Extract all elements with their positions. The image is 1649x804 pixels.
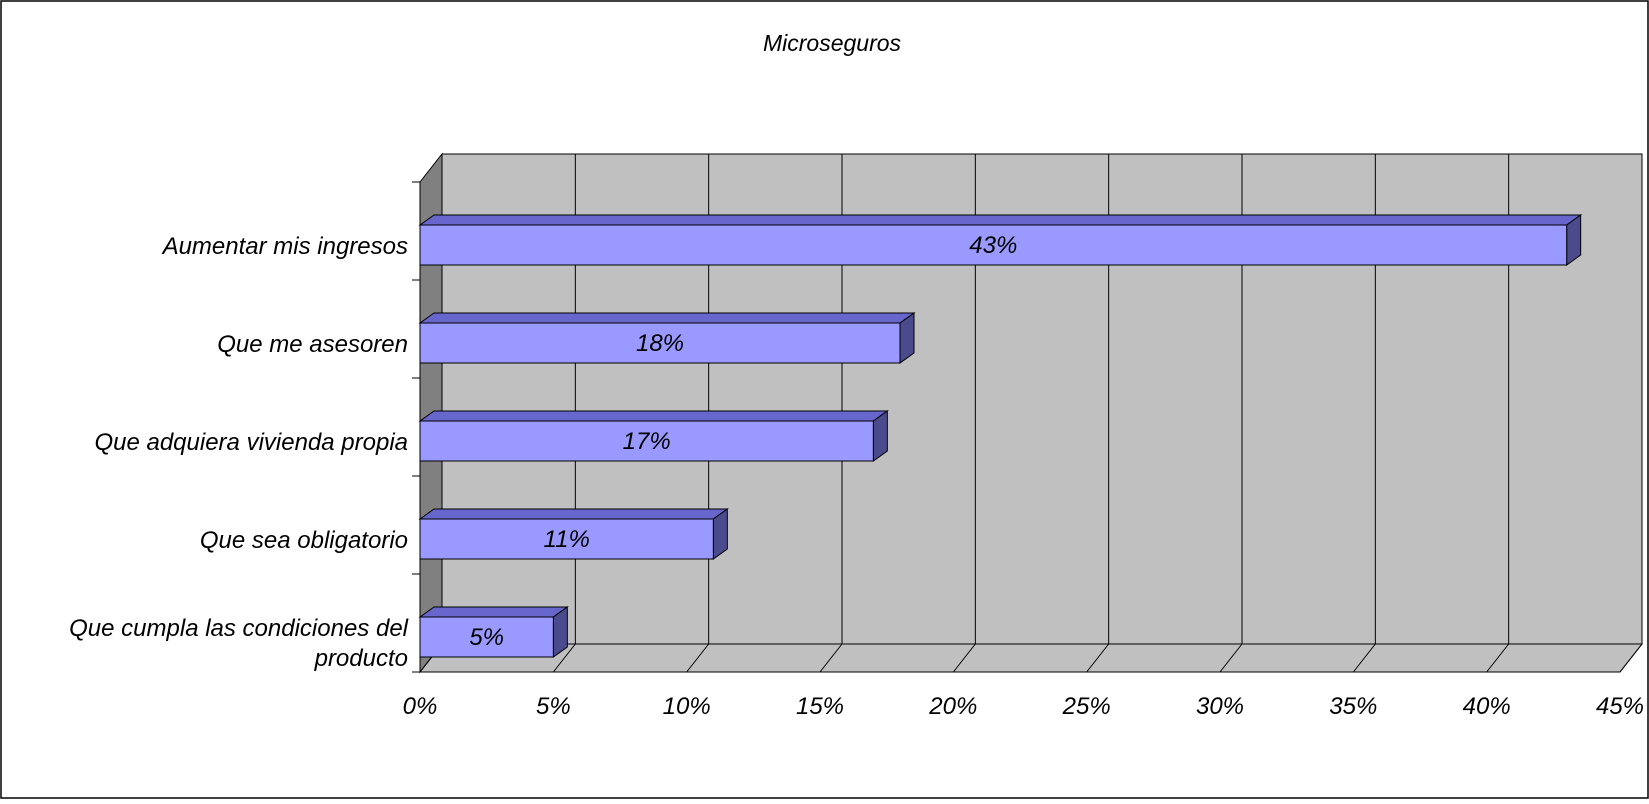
y-category-label: Que me asesoren xyxy=(217,331,408,358)
data-label: 5% xyxy=(469,624,504,651)
chart-title: Microseguros xyxy=(763,30,902,56)
y-category-label: Que adquiera vivienda propia xyxy=(94,429,408,456)
plot-floor xyxy=(420,644,1642,672)
y-category-label: Que cumpla las condiciones del xyxy=(69,615,409,642)
data-label: 43% xyxy=(969,232,1017,259)
data-label: 11% xyxy=(544,526,590,553)
y-category-label: producto xyxy=(314,645,408,672)
x-tick-label: 15% xyxy=(796,693,844,720)
x-tick-label: 0% xyxy=(403,693,438,720)
y-category-label: Aumentar mis ingresos xyxy=(161,233,408,260)
bar-top xyxy=(420,411,887,421)
bar-top xyxy=(420,215,1581,225)
bar-top xyxy=(420,313,914,323)
x-tick-label: 20% xyxy=(928,693,977,720)
bar-top xyxy=(420,509,727,519)
x-tick-label: 25% xyxy=(1062,693,1111,720)
bar-top xyxy=(420,607,567,617)
data-label: 17% xyxy=(623,428,671,455)
x-tick-label: 35% xyxy=(1329,693,1377,720)
data-label: 18% xyxy=(636,330,684,357)
x-tick-label: 10% xyxy=(663,693,711,720)
x-tick-label: 5% xyxy=(536,693,571,720)
x-tick-label: 45% xyxy=(1596,693,1644,720)
y-category-label: Que sea obligatorio xyxy=(200,527,408,554)
x-tick-label: 30% xyxy=(1196,693,1244,720)
x-tick-label: 40% xyxy=(1463,693,1511,720)
